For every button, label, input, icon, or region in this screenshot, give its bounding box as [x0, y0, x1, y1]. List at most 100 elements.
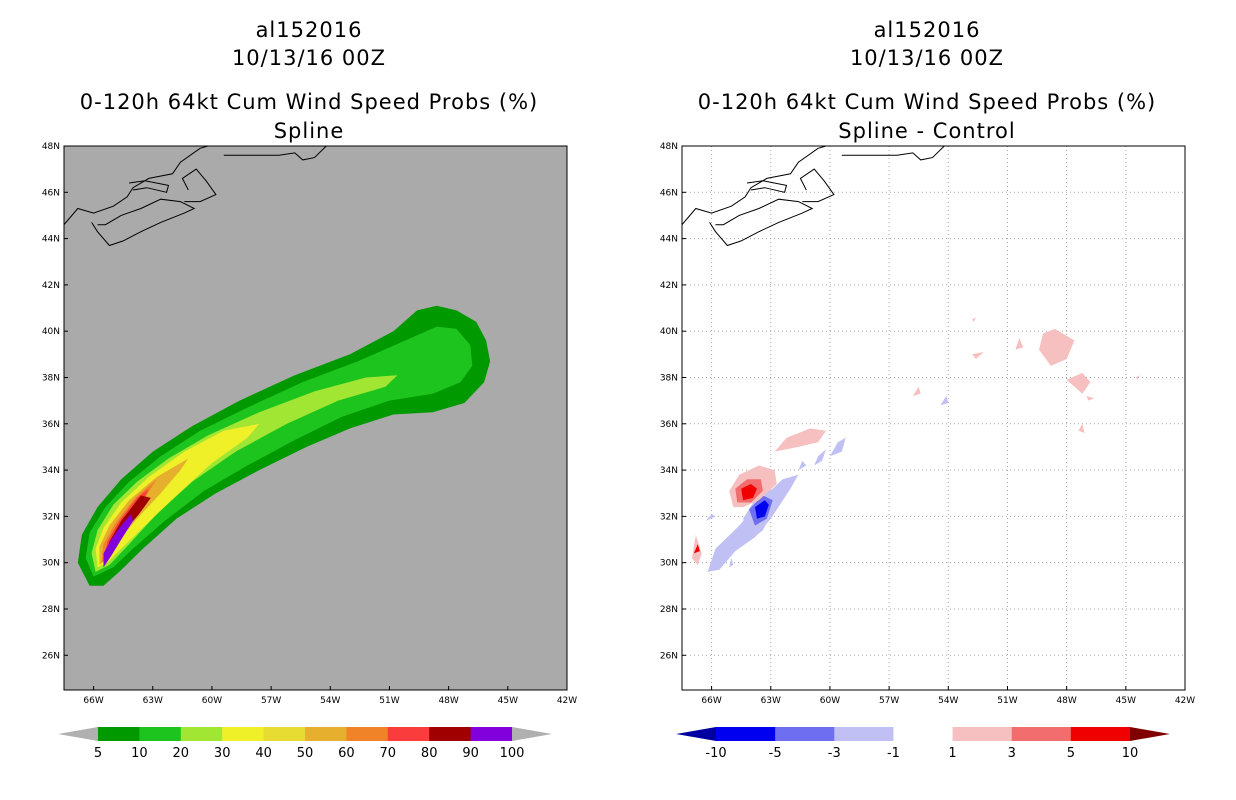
y-tick-label: 46N — [660, 188, 678, 198]
coastline-2 — [181, 168, 217, 203]
colorbar-swatch — [775, 727, 835, 741]
colorbar-label: 90 — [462, 746, 479, 761]
y-tick-label: 28N — [660, 605, 678, 615]
coastline-0 — [64, 146, 209, 226]
contour-5-15 — [693, 544, 700, 554]
y-tick-label: 46N — [42, 188, 60, 198]
right-panel: al152016 10/13/16 00Z 0-120h 64kt Cum Wi… — [618, 0, 1236, 800]
y-tick-label: 42N — [660, 281, 678, 291]
colorbar-swatch — [834, 727, 894, 741]
colorbar-swatch — [1011, 727, 1072, 741]
contour-50-4 — [99, 458, 189, 565]
colorbar-label: 3 — [1008, 746, 1016, 761]
contour--1-9 — [814, 449, 826, 466]
left-chart: 66W 63W 60W 57W 54W 51W 48W 45W 42W 26N 28N 30N 32N 3… — [42, 142, 577, 761]
x-tick-label: 48W — [1056, 696, 1076, 706]
x-tick-label: 42W — [557, 696, 577, 706]
colorbar-label: 70 — [380, 746, 397, 761]
y-tick-label: 38N — [660, 373, 678, 383]
contour--1-11 — [705, 514, 716, 521]
colorbar-swatch — [429, 727, 472, 741]
colorbar-label: 5 — [94, 746, 102, 761]
left-panel: al152016 10/13/16 00Z 0-120h 64kt Cum Wi… — [42, 18, 577, 761]
colorbar-label: 20 — [173, 746, 190, 761]
coastline-4 — [841, 146, 945, 161]
colorbar-swatch — [98, 727, 140, 741]
x-tick-label: 42W — [1175, 696, 1195, 706]
colorbar-swatch — [305, 727, 347, 741]
y-tick-label: 42N — [42, 281, 60, 291]
plot-background — [682, 146, 1185, 690]
contour-1-17 — [1066, 372, 1091, 394]
colorbar-swatch — [387, 727, 430, 741]
colorbar-arrow-high — [512, 727, 552, 741]
colorbar-swatch — [716, 727, 776, 741]
coastline-1 — [91, 198, 196, 247]
colorbar-label: -3 — [828, 746, 841, 761]
colorbar-label: 50 — [297, 746, 314, 761]
contour-1-7 — [774, 428, 826, 452]
x-tick-label: 57W — [261, 696, 281, 706]
contour--1-8 — [829, 437, 846, 457]
y-tick-label: 26N — [42, 651, 60, 661]
y-tick-label: 26N — [660, 651, 678, 661]
colorbar-swatch — [893, 727, 954, 741]
contour-5-6 — [741, 484, 757, 501]
x-tick-label: 60W — [202, 696, 222, 706]
colorbar-swatch — [952, 727, 1013, 741]
right-chart: 66W 63W 60W 57W 54W 51W 48W 45W 42W 26N 28N 30N 32N 3… — [660, 142, 1195, 761]
x-tick-label: 54W — [938, 696, 958, 706]
right-title: 0-120h 64kt Cum Wind Speed Probs (%) — [697, 90, 1157, 114]
contour-30-3 — [95, 423, 260, 568]
y-tick-label: 40N — [660, 327, 678, 337]
y-tick-label: 38N — [42, 373, 60, 383]
left-date: 10/13/16 00Z — [231, 46, 387, 70]
colorbar-label: 40 — [255, 746, 272, 761]
y-tick-label: 32N — [42, 512, 60, 522]
colorbar-swatch — [470, 727, 513, 741]
colorbar-label: -10 — [705, 746, 726, 761]
x-tick-label: 45W — [1116, 696, 1136, 706]
left-subtitle: Spline — [273, 119, 345, 143]
colorbar-swatch — [222, 727, 265, 741]
contour-20-2 — [91, 375, 398, 572]
y-tick-label: 40N — [42, 327, 60, 337]
y-tick-label: 48N — [660, 142, 678, 152]
colorbar-swatch — [1070, 727, 1131, 741]
colorbar-label: 80 — [421, 746, 438, 761]
colorbar-label: 10 — [131, 746, 148, 761]
contour-1-23 — [1078, 423, 1085, 433]
y-tick-label: 30N — [42, 559, 60, 569]
y-tick-label: 36N — [660, 420, 678, 430]
y-tick-label: 32N — [660, 512, 678, 522]
contour--1-13 — [940, 396, 949, 406]
coastline-1 — [709, 198, 814, 247]
colorbar-label: 30 — [214, 746, 231, 761]
contour-90-8 — [103, 514, 133, 568]
colorbar-arrow-low — [58, 727, 98, 741]
coastline-3 — [747, 180, 788, 193]
x-tick-label: 60W — [820, 696, 840, 706]
y-tick-label: 48N — [42, 142, 60, 152]
x-tick-label: 66W — [83, 696, 103, 706]
contour-1-18 — [1086, 396, 1095, 401]
x-tick-label: 51W — [379, 696, 399, 706]
x-tick-label: 51W — [997, 696, 1017, 706]
plot-frame — [63, 145, 568, 691]
colorbar-arrow-low — [676, 727, 716, 741]
contour--10-3 — [755, 500, 769, 519]
contour-1-24 — [1135, 375, 1140, 380]
contour--1-10 — [798, 460, 807, 471]
colorbar-label: 100 — [500, 746, 525, 761]
colorbar-swatch — [263, 727, 306, 741]
y-tick-label: 44N — [660, 235, 678, 245]
y-tick-label: 34N — [42, 466, 60, 476]
y-tick-label: 36N — [42, 420, 60, 430]
right-storm-id: al152016 — [873, 18, 981, 42]
coastline-3 — [129, 180, 170, 193]
colorbar-arrow-high — [1130, 727, 1170, 741]
coastline-0 — [682, 146, 827, 226]
x-tick-label: 54W — [320, 696, 340, 706]
contour-1-21 — [972, 317, 976, 322]
colorbar-label: 1 — [948, 746, 956, 761]
